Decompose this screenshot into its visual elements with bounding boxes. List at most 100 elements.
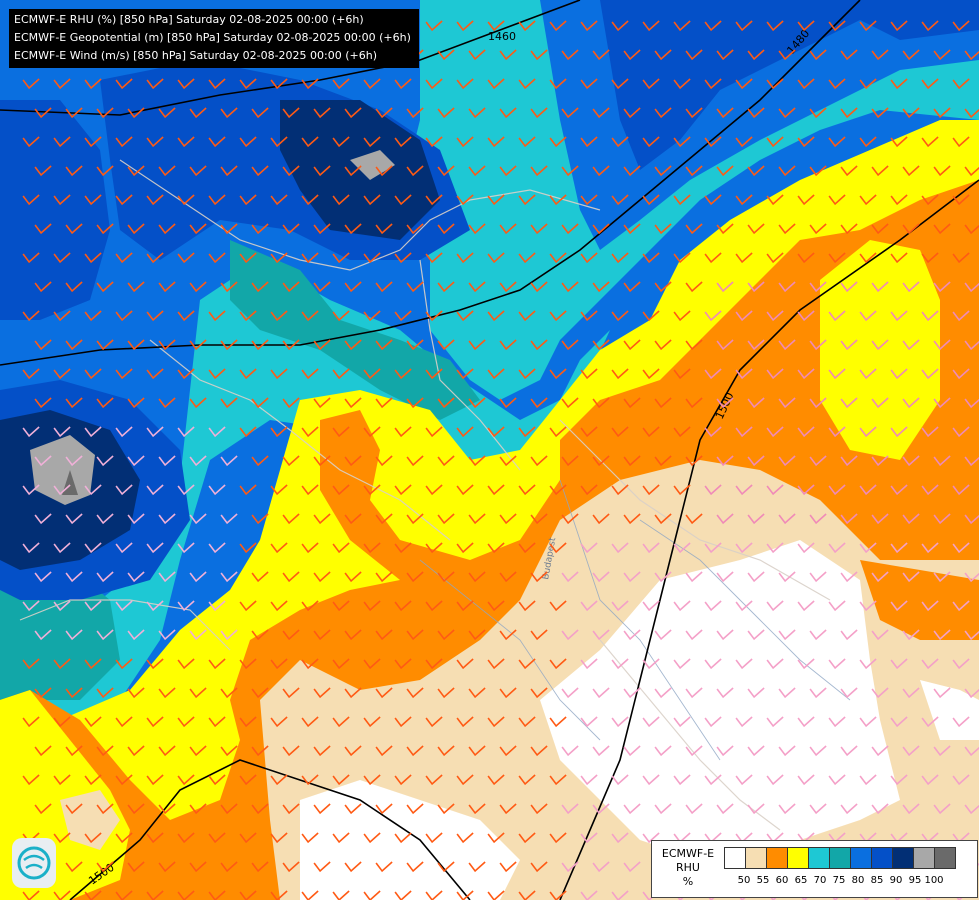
wind-barb (561, 687, 579, 699)
wind-barb (146, 252, 164, 264)
wind-barb (840, 339, 858, 351)
wind-barb (964, 514, 979, 525)
wind-barb (549, 20, 567, 32)
wind-barb (394, 658, 412, 670)
wind-barb (239, 484, 257, 496)
wind-barb (158, 687, 176, 699)
wind-barb (146, 136, 164, 148)
wind-barb (499, 687, 517, 699)
wind-barb (177, 716, 195, 728)
wind-barb (84, 310, 102, 322)
wind-barb (611, 426, 629, 438)
wind-barb (84, 658, 102, 670)
wind-barb (704, 136, 722, 148)
wind-barb (65, 223, 83, 235)
wind-barb (115, 484, 133, 496)
wind-barb (127, 571, 145, 583)
wind-barb (375, 861, 393, 873)
wind-barb (189, 629, 207, 641)
wind-barb (747, 49, 765, 61)
wind-barb (84, 194, 102, 206)
wind-barb (673, 78, 691, 90)
wind-barb (871, 513, 889, 525)
wind-barb (53, 426, 71, 438)
wind-barb (828, 252, 846, 264)
legend-tick: 95 (908, 875, 922, 886)
wind-barb (468, 165, 486, 177)
wind-barb (797, 658, 815, 670)
legend-swatch (850, 847, 872, 869)
wind-barb (592, 107, 610, 119)
wind-barb (208, 600, 226, 612)
wind-barb (301, 310, 319, 322)
wind-barb (220, 397, 238, 409)
wind-barb (65, 861, 83, 873)
wind-barb (344, 223, 362, 235)
rhu-region-95 (30, 435, 95, 505)
wind-barb (270, 426, 288, 438)
wind-barb (778, 455, 796, 467)
wind-barb (313, 281, 331, 293)
wind-barb (363, 368, 381, 380)
wind-barb (301, 78, 319, 90)
wind-barb (313, 803, 331, 815)
wind-barb (127, 165, 145, 177)
wind-barb (425, 310, 443, 322)
wind-barb (208, 310, 226, 322)
wind-barb (642, 542, 660, 554)
wind-barb (34, 165, 52, 177)
wind-barb (468, 687, 486, 699)
wind-barb (952, 600, 970, 612)
wind-barb (828, 194, 846, 206)
wind-barb (685, 165, 703, 177)
wind-barb (871, 165, 889, 177)
wind-barb (871, 339, 889, 351)
wind-barb (456, 426, 474, 438)
wind-barb (530, 339, 548, 351)
wind-barb (282, 687, 300, 699)
wind-barb (580, 890, 598, 900)
wind-barb (859, 194, 877, 206)
wind-barb (251, 339, 269, 351)
wind-barb (809, 107, 827, 119)
wind-barb (177, 774, 195, 786)
wind-barb (53, 716, 71, 728)
wind-barb (84, 774, 102, 786)
wind-barb (363, 194, 381, 206)
wind-barb (65, 687, 83, 699)
wind-barb (673, 368, 691, 380)
wind-barb (115, 136, 133, 148)
wind-barb (716, 107, 734, 119)
wind-barb (406, 629, 424, 641)
wind-barb (251, 687, 269, 699)
wind-barb (828, 716, 846, 728)
wind-barb (623, 629, 641, 641)
wind-barb (952, 542, 970, 554)
wind-barb (642, 716, 660, 728)
wind-barb (499, 49, 517, 61)
wind-barb (53, 542, 71, 554)
wind-barb (406, 745, 424, 757)
wind-barb (96, 223, 114, 235)
wind-barb (270, 600, 288, 612)
wind-barb (685, 397, 703, 409)
wind-barb (766, 426, 784, 438)
wind-barb (611, 658, 629, 670)
rhu-region-75 (230, 240, 480, 420)
wind-barb (437, 165, 455, 177)
wind-barb (468, 49, 486, 61)
wind-barb (22, 194, 40, 206)
wind-barb (22, 658, 40, 670)
wind-barb (623, 687, 641, 699)
wind-barb (735, 78, 753, 90)
wind-barb (716, 629, 734, 641)
wind-barb (871, 223, 889, 235)
wind-barb (84, 136, 102, 148)
wind-barb (270, 832, 288, 844)
wind-barb (580, 600, 598, 612)
wind-barb (964, 804, 979, 815)
wind-barb (127, 803, 145, 815)
wind-barb (499, 513, 517, 525)
wind-barb (146, 658, 164, 670)
